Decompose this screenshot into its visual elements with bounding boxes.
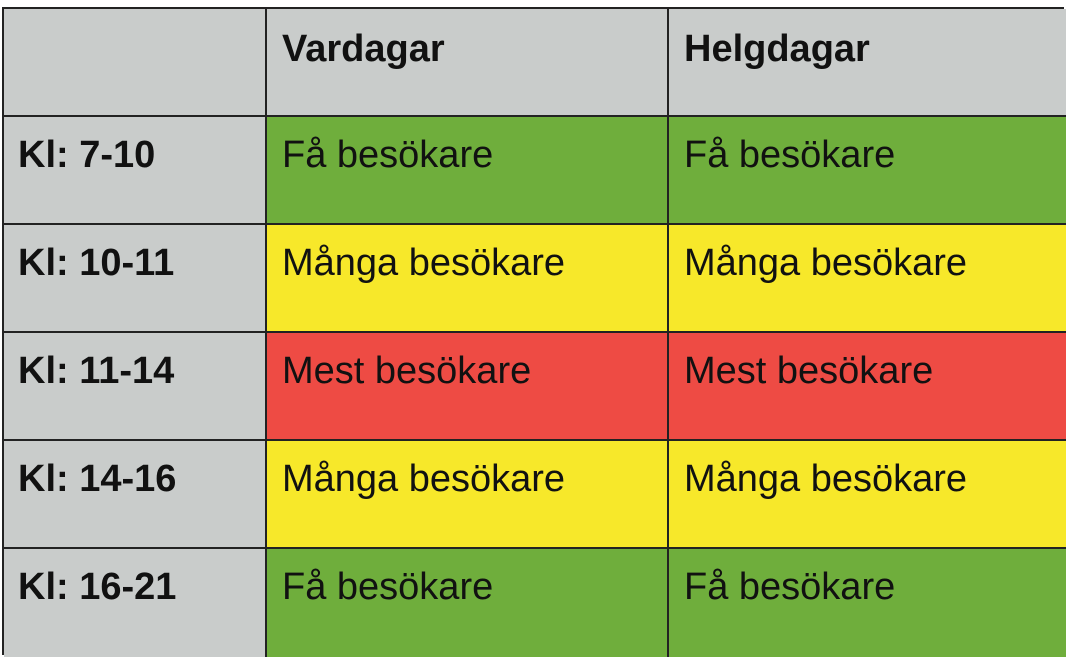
row-time-label: Kl: 10-11: [4, 225, 267, 333]
row-time-label: Kl: 11-14: [4, 333, 267, 441]
header-vardagar: Vardagar: [267, 9, 669, 117]
row-time-label: Kl: 7-10: [4, 117, 267, 225]
header-helgdagar: Helgdagar: [669, 9, 1066, 117]
cell-helgdagar: Få besökare: [669, 117, 1066, 225]
cell-vardagar: Mest besökare: [267, 333, 669, 441]
cell-vardagar: Få besökare: [267, 549, 669, 657]
cell-helgdagar: Få besökare: [669, 549, 1066, 657]
cell-helgdagar: Mest besökare: [669, 333, 1066, 441]
cell-vardagar: Många besökare: [267, 225, 669, 333]
cell-vardagar: Få besökare: [267, 117, 669, 225]
cell-helgdagar: Många besökare: [669, 225, 1066, 333]
visitor-schedule-table: Vardagar Helgdagar Kl: 7-10 Få besökare …: [2, 7, 1066, 657]
header-corner-cell: [4, 9, 267, 117]
row-time-label: Kl: 16-21: [4, 549, 267, 657]
row-time-label: Kl: 14-16: [4, 441, 267, 549]
cell-vardagar: Många besökare: [267, 441, 669, 549]
cell-helgdagar: Många besökare: [669, 441, 1066, 549]
